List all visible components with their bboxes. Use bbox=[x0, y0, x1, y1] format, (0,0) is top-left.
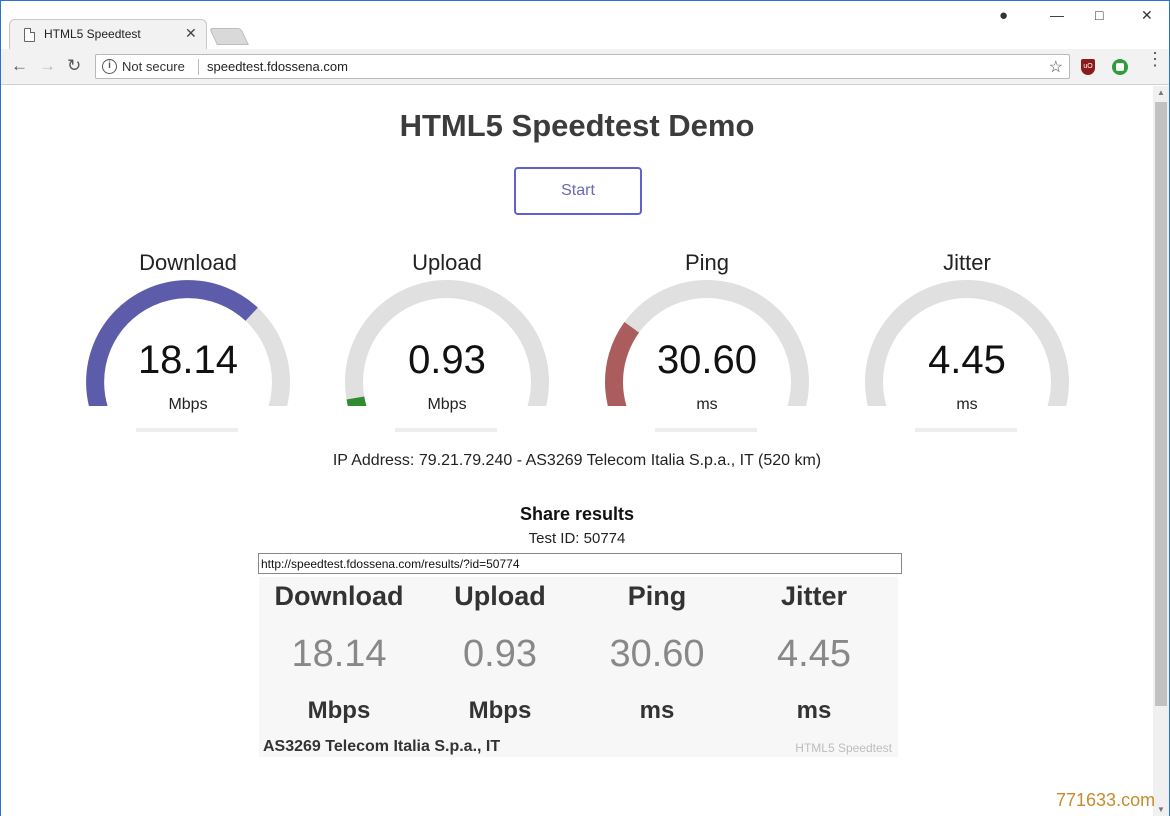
bookmark-star-icon[interactable]: ☆ bbox=[1048, 59, 1063, 76]
reload-icon[interactable]: ↻ bbox=[67, 56, 82, 75]
result-label: Ping bbox=[627, 581, 687, 611]
back-arrow-icon[interactable]: ← bbox=[11, 56, 28, 75]
scroll-down-arrow-icon[interactable]: ▼ bbox=[1157, 805, 1165, 814]
vertical-scrollbar[interactable]: ▲ ▼ bbox=[1153, 86, 1169, 816]
gauge-upload: Upload 0.93 Mbps bbox=[337, 246, 557, 436]
page-icon bbox=[24, 28, 35, 42]
page-content: HTML5 Speedtest Demo Start Download 18.1… bbox=[1, 86, 1153, 816]
forward-arrow-icon[interactable]: → bbox=[39, 56, 56, 75]
result-value: 0.93 bbox=[463, 633, 537, 675]
gauge-download: Download 18.14 Mbps bbox=[78, 246, 298, 436]
gauge-progress-bar bbox=[136, 428, 238, 432]
gauge-progress-bar bbox=[655, 428, 757, 432]
gauge-unit: Mbps bbox=[427, 396, 467, 413]
gauge-label: Jitter bbox=[943, 250, 991, 275]
maximize-icon[interactable]: □ bbox=[1095, 7, 1104, 23]
gauge-progress-bar bbox=[395, 428, 497, 432]
gauge-fill bbox=[346, 396, 367, 406]
watermark-text: 771633.com bbox=[1056, 790, 1156, 810]
gauge-fill bbox=[605, 322, 640, 406]
page-title: HTML5 Speedtest Demo bbox=[399, 108, 755, 143]
ip-address-info: IP Address: 79.21.79.240 - AS3269 Teleco… bbox=[332, 452, 822, 469]
result-unit: ms bbox=[796, 697, 832, 724]
result-unit: ms bbox=[639, 697, 675, 724]
test-id: Test ID: 50774 bbox=[528, 530, 626, 547]
result-value: 18.14 bbox=[291, 633, 387, 675]
scroll-thumb[interactable] bbox=[1155, 102, 1167, 706]
gauge-track bbox=[345, 280, 549, 406]
gauge-label: Ping bbox=[684, 250, 730, 275]
result-brand: HTML5 Speedtest bbox=[795, 741, 892, 755]
info-icon[interactable]: i bbox=[102, 59, 117, 74]
gauge-value: 30.60 bbox=[656, 338, 758, 382]
menu-kebab-icon[interactable]: ⋮ bbox=[1146, 49, 1164, 69]
result-unit: Mbps bbox=[468, 697, 532, 724]
gauge-ping: Ping 30.60 ms bbox=[597, 246, 817, 436]
tab-close-icon[interactable]: ✕ bbox=[185, 25, 197, 41]
navigation-toolbar: ← → ↻ i Not secure speedtest.fdossena.co… bbox=[1, 49, 1169, 85]
result-value: 4.45 bbox=[777, 633, 851, 675]
tab-title: HTML5 Speedtest bbox=[44, 27, 141, 41]
tab-speedtest[interactable]: HTML5 Speedtest ✕ bbox=[9, 19, 207, 49]
scroll-up-arrow-icon[interactable]: ▲ bbox=[1157, 88, 1165, 97]
gauge-meter bbox=[86, 280, 290, 406]
result-label: Download bbox=[274, 581, 404, 611]
gauge-value: 4.45 bbox=[928, 338, 1006, 382]
gauge-label: Download bbox=[139, 250, 237, 275]
result-image-card: Download 18.14 Mbps Upload 0.93 Mbps Pin… bbox=[259, 577, 898, 757]
ublock-extension-icon[interactable]: uO bbox=[1081, 59, 1095, 75]
address-bar[interactable]: i Not secure speedtest.fdossena.com ☆ bbox=[95, 54, 1070, 79]
gauge-meter bbox=[345, 280, 549, 406]
gauge-meter bbox=[865, 280, 1069, 406]
result-label: Jitter bbox=[780, 581, 848, 611]
result-label: Upload bbox=[454, 581, 546, 611]
result-isp: AS3269 Telecom Italia S.p.a., IT bbox=[263, 738, 501, 755]
new-tab-button[interactable] bbox=[209, 28, 249, 45]
gauge-unit: Mbps bbox=[168, 396, 208, 413]
close-window-icon[interactable]: ✕ bbox=[1141, 7, 1153, 23]
security-indicator[interactable]: Not secure bbox=[122, 59, 185, 74]
gauge-value: 0.93 bbox=[408, 338, 486, 382]
result-unit: Mbps bbox=[307, 697, 371, 724]
gauge-meter bbox=[605, 280, 809, 406]
minimize-icon[interactable]: — bbox=[1050, 7, 1064, 23]
gauge-value: 18.14 bbox=[137, 338, 239, 382]
gauge-fill bbox=[86, 280, 258, 406]
gauge-label: Upload bbox=[412, 250, 482, 275]
gauge-unit: ms bbox=[696, 396, 718, 413]
start-button[interactable]: Start bbox=[514, 167, 642, 215]
result-url-field[interactable] bbox=[258, 553, 902, 574]
url-text[interactable]: speedtest.fdossena.com bbox=[207, 59, 348, 74]
share-results-heading: Share results bbox=[519, 504, 635, 524]
result-value: 30.60 bbox=[609, 633, 705, 675]
gauge-jitter: Jitter 4.45 ms bbox=[857, 246, 1077, 436]
profile-icon[interactable]: ● bbox=[999, 7, 1009, 24]
extension-icon[interactable] bbox=[1112, 59, 1128, 75]
address-separator bbox=[198, 59, 199, 75]
gauge-track bbox=[865, 280, 1069, 406]
tab-strip: HTML5 Speedtest ✕ ● — □ ✕ bbox=[1, 1, 1169, 49]
gauge-progress-bar bbox=[915, 428, 1017, 432]
gauge-unit: ms bbox=[956, 396, 978, 413]
